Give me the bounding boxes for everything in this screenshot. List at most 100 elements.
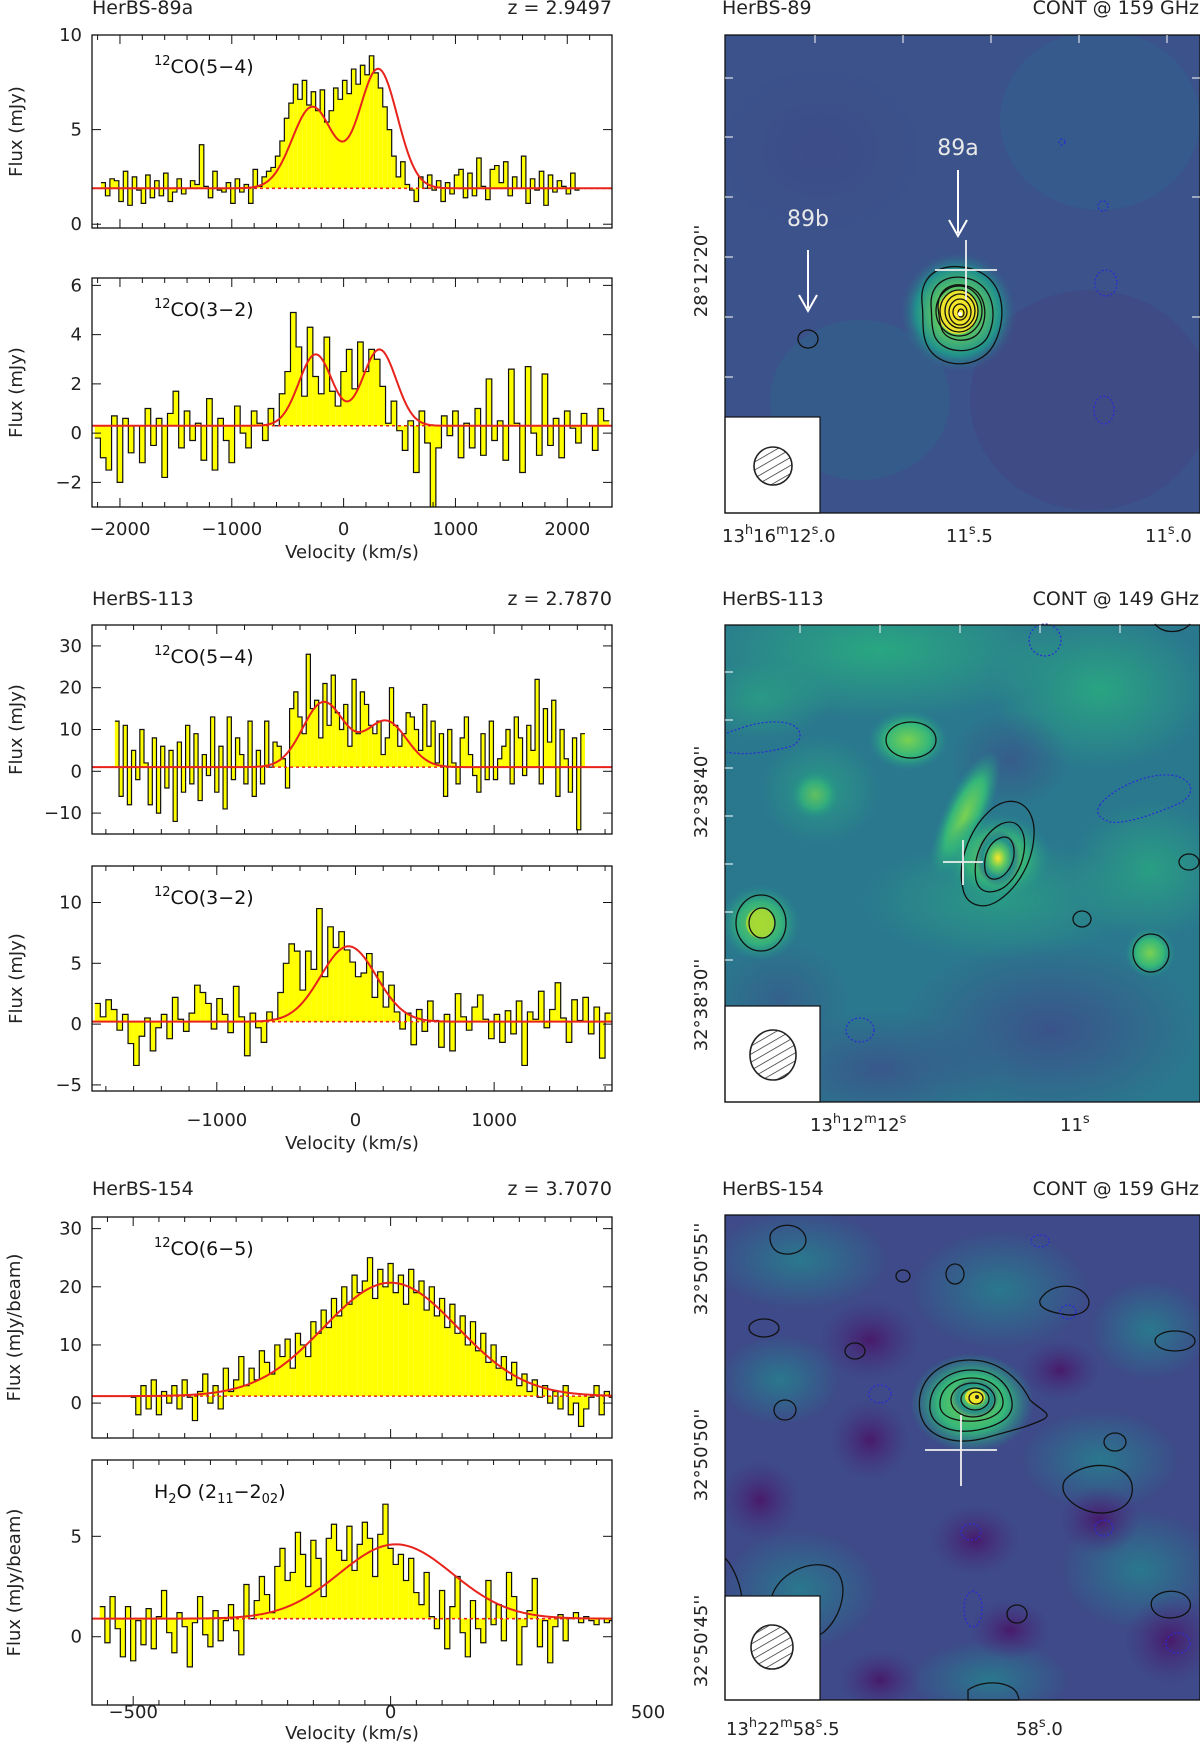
histogram-bin bbox=[127, 767, 132, 805]
histogram-bin bbox=[166, 1021, 173, 1039]
ytick-label: 0 bbox=[71, 1014, 82, 1035]
histogram-bin bbox=[471, 1007, 478, 1022]
histogram-bin bbox=[435, 425, 442, 448]
histogram-bin bbox=[564, 410, 571, 426]
histogram-bin bbox=[288, 103, 294, 189]
gaussian-fit-line bbox=[92, 945, 612, 1023]
histogram-bin bbox=[294, 951, 300, 1022]
histogram-bin bbox=[405, 1013, 411, 1022]
histogram-bin bbox=[105, 425, 112, 471]
histogram-bin bbox=[111, 415, 118, 426]
histogram-bin bbox=[560, 729, 565, 768]
histogram-bin bbox=[413, 425, 420, 473]
histogram-bin bbox=[238, 1016, 245, 1022]
histogram-bin bbox=[212, 425, 218, 471]
histogram-bin bbox=[139, 1021, 145, 1037]
histogram-bin bbox=[379, 386, 386, 426]
histogram-bin bbox=[439, 733, 444, 768]
histogram-bin bbox=[172, 188, 177, 193]
histogram-bin bbox=[588, 1618, 594, 1621]
histogram-bin bbox=[257, 186, 262, 189]
histogram-bin bbox=[171, 1385, 177, 1397]
histogram-bin bbox=[120, 1618, 126, 1657]
histogram-bin bbox=[245, 425, 252, 448]
ytick-label: 0 bbox=[71, 1393, 82, 1414]
histogram-bin bbox=[552, 1391, 558, 1397]
histogram-bin bbox=[197, 1596, 203, 1619]
histogram-bin bbox=[243, 1584, 250, 1619]
beam-inset bbox=[724, 1005, 821, 1103]
histogram-bin bbox=[430, 425, 436, 507]
histogram-bin bbox=[393, 1292, 399, 1397]
histogram-bin bbox=[485, 188, 491, 200]
histogram-bin bbox=[161, 425, 168, 478]
map-xtick: 11s.0 bbox=[1145, 523, 1192, 547]
map-band-label: CONT @ 159 GHz bbox=[1033, 1178, 1199, 1200]
xtick-label: 0 bbox=[338, 519, 349, 540]
histogram-bin bbox=[202, 754, 207, 768]
histogram-bin bbox=[156, 1396, 162, 1415]
map-herbs-113: HerBS-113 CONT @ 149 GHz bbox=[691, 588, 1200, 1136]
histogram-bin bbox=[269, 1612, 275, 1619]
histogram-bin bbox=[145, 175, 151, 189]
source-position-cross bbox=[943, 840, 983, 885]
xtick-label: 0 bbox=[385, 1702, 396, 1723]
histogram-bin bbox=[502, 425, 509, 461]
histogram-bin bbox=[233, 986, 239, 1022]
histogram-bin bbox=[161, 1391, 167, 1397]
histogram-bin bbox=[228, 1391, 234, 1397]
histogram-bin bbox=[130, 1618, 136, 1661]
histogram-bin bbox=[296, 346, 302, 426]
histogram-bin bbox=[187, 1618, 193, 1667]
histogram-bin bbox=[173, 767, 178, 822]
histogram-bin bbox=[385, 423, 392, 426]
histogram-bin bbox=[544, 1021, 550, 1028]
ytick-label: 0 bbox=[71, 214, 82, 235]
histogram-bin bbox=[156, 418, 162, 426]
histogram-bin bbox=[297, 99, 303, 189]
histogram-bin bbox=[521, 156, 526, 189]
histogram-bin bbox=[361, 973, 367, 1022]
map-image bbox=[725, 1215, 1200, 1700]
histogram-bin bbox=[510, 1021, 517, 1034]
histogram-bin bbox=[460, 1016, 467, 1022]
histogram-bin bbox=[377, 1269, 383, 1397]
histogram-bin bbox=[252, 767, 257, 797]
histogram-bin bbox=[277, 992, 284, 1022]
map-ticks bbox=[725, 35, 1200, 378]
map-xtick: 58s.0 bbox=[1016, 1716, 1063, 1740]
histogram-bin bbox=[352, 388, 358, 426]
histogram-bin bbox=[467, 173, 473, 189]
histogram-bin bbox=[396, 176, 401, 189]
redshift-label: z = 2.9497 bbox=[508, 0, 612, 19]
histogram-bin bbox=[227, 716, 232, 768]
histogram-bin bbox=[110, 1596, 116, 1619]
xtick-label: −2000 bbox=[90, 519, 151, 540]
histogram-bin bbox=[264, 1362, 270, 1397]
histogram-bin bbox=[506, 1572, 512, 1619]
histogram-bin bbox=[599, 1396, 605, 1415]
histogram-bin bbox=[441, 415, 448, 426]
histogram-bin bbox=[151, 1379, 157, 1397]
panel-frame bbox=[91, 277, 613, 508]
histogram-bin bbox=[563, 1618, 569, 1641]
annotation-89b: 89b bbox=[787, 207, 829, 314]
histogram-bin bbox=[115, 1618, 121, 1629]
histogram-bin bbox=[527, 1011, 533, 1022]
histogram-bin bbox=[212, 1385, 219, 1397]
histogram-bin bbox=[177, 742, 182, 768]
histogram-bin bbox=[542, 374, 548, 426]
histogram-bin bbox=[228, 1604, 234, 1619]
gaussian-fit-line bbox=[92, 67, 612, 190]
histogram-bin bbox=[501, 1618, 507, 1641]
histogram-bin bbox=[422, 1021, 428, 1032]
xtick-label: −1000 bbox=[186, 1110, 247, 1131]
histogram-bin bbox=[148, 767, 153, 805]
histogram-bin bbox=[297, 716, 303, 768]
histogram-bin bbox=[118, 188, 124, 202]
histogram-bin bbox=[218, 1396, 224, 1409]
histogram-bin bbox=[443, 767, 448, 797]
map-band-label: CONT @ 149 GHz bbox=[1033, 588, 1199, 610]
panel-frame bbox=[91, 34, 613, 229]
negative-contours bbox=[1058, 138, 1118, 425]
